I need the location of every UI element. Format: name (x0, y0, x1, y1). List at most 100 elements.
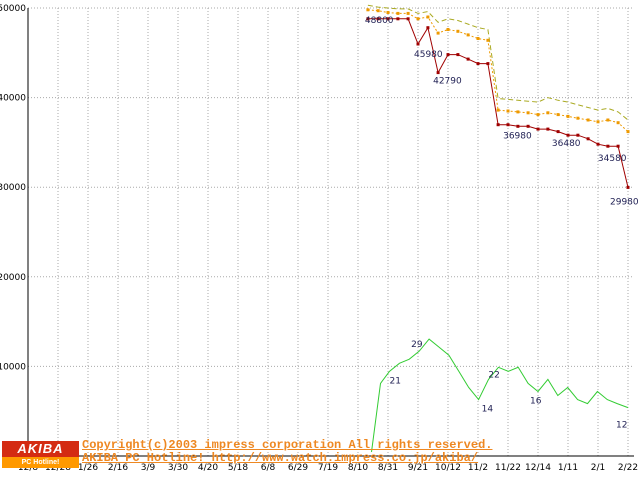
x-tick-label: 4/20 (198, 463, 218, 473)
series-average-price-marker (486, 38, 490, 42)
series-average-price-marker (606, 118, 610, 122)
x-tick-label: 12/8 (18, 463, 38, 473)
series-average-price-marker (516, 110, 520, 114)
series-average-price-marker (466, 33, 470, 37)
x-tick-label: 5/18 (228, 463, 248, 473)
x-tick-label: 2/22 (618, 463, 638, 473)
x-tick-label: 11/22 (495, 463, 521, 473)
series-lowest-price-marker (596, 142, 600, 146)
x-tick-label: 12/14 (525, 463, 551, 473)
series-lowest-price-marker (376, 17, 380, 21)
data-label: 36980 (503, 132, 532, 142)
data-label: 22 (488, 370, 499, 380)
series-lowest-price-line (367, 18, 629, 188)
data-label: 48800 (365, 16, 394, 26)
series-lowest-price-marker (476, 62, 480, 66)
x-tick-label: 8/10 (348, 463, 368, 473)
series-lowest-price-marker (366, 17, 370, 21)
series-average-price-marker (506, 109, 510, 113)
x-tick-label: 1/11 (558, 463, 578, 473)
series-lowest-price-marker (626, 185, 630, 189)
x-tick-label: 6/29 (288, 463, 308, 473)
series-average-price-marker (366, 8, 370, 12)
x-tick-label: 12/28 (45, 463, 71, 473)
series-average-price-line (367, 9, 629, 132)
x-tick-label: 10/12 (435, 463, 461, 473)
series-average-price-marker (426, 15, 430, 19)
series-highest-price-line (367, 4, 629, 121)
akiba-logo-title: AKIBA (2, 441, 79, 457)
series-average-price-marker (566, 114, 570, 118)
y-tick-label: 50000 (0, 4, 26, 14)
data-label: 29980 (610, 197, 639, 207)
data-label: 42790 (433, 77, 462, 87)
series-lowest-price-marker (536, 127, 540, 131)
series-lowest-price-marker (436, 71, 440, 75)
series-lowest-price-marker (426, 26, 430, 30)
series-average-price-marker (446, 28, 450, 31)
series-average-price-marker (626, 130, 630, 134)
footer-credits: Copyright(c)2003 impress corporation All… (82, 439, 492, 465)
series-lowest-price-marker (466, 57, 470, 61)
series-average-price-marker (476, 37, 480, 40)
series-average-price-marker (496, 108, 500, 112)
data-label: 29 (411, 340, 423, 350)
series-lowest-price-marker (556, 130, 560, 134)
series-average-price-marker (616, 121, 620, 125)
y-tick-label: 20000 (0, 273, 26, 283)
x-tick-label: 9/21 (408, 463, 428, 473)
x-tick-label: 11/2 (468, 463, 488, 473)
series-lowest-price-marker (486, 62, 490, 66)
y-tick-label: 10000 (0, 362, 26, 372)
series-lowest-price-marker (576, 133, 580, 137)
y-tick-label: 30000 (0, 183, 26, 193)
series-shop-count-line (371, 338, 629, 453)
x-tick-label: 7/19 (318, 463, 338, 473)
data-label: 16 (530, 397, 542, 407)
series-average-price-marker (546, 111, 550, 115)
series-average-price-marker (386, 11, 390, 14)
akiba-logo-subtitle: PC Hotline! (2, 457, 79, 468)
series-lowest-price-marker (516, 124, 520, 128)
series-lowest-price-marker (386, 17, 390, 21)
data-label: 36480 (552, 139, 581, 149)
y-tick-label: 40000 (0, 94, 26, 104)
x-tick-label: 3/30 (168, 463, 188, 473)
x-tick-label: 8/31 (378, 463, 398, 473)
series-lowest-price-marker (566, 133, 570, 137)
series-average-price-marker (526, 111, 530, 115)
series-lowest-price-marker (546, 127, 550, 131)
series-lowest-price-marker (586, 137, 590, 141)
series-lowest-price-marker (416, 42, 420, 46)
data-label: 14 (482, 405, 494, 415)
series-average-price-marker (586, 118, 590, 122)
data-label: 34580 (598, 154, 627, 164)
series-average-price-marker (576, 116, 580, 120)
series-average-price-marker (596, 120, 600, 124)
x-tick-label: 2/1 (591, 463, 605, 473)
data-label: 12 (616, 421, 627, 431)
x-tick-label: 6/8 (261, 463, 276, 473)
series-average-price-marker (456, 29, 460, 33)
series-average-price-marker (396, 11, 400, 15)
series-average-price-marker (436, 31, 440, 35)
site-url-text: AKIBA PC Hotline! http://www.watch.impre… (82, 451, 479, 465)
akiba-logo: AKIBA PC Hotline! (2, 441, 79, 468)
series-lowest-price-marker (526, 124, 530, 128)
series-lowest-price-marker (606, 144, 610, 148)
series-average-price-marker (556, 113, 560, 117)
data-label: 45980 (414, 50, 443, 60)
series-lowest-price-marker (496, 123, 500, 127)
series-average-price-marker (406, 11, 410, 15)
series-lowest-price-marker (506, 123, 510, 127)
x-tick-label: 1/26 (78, 463, 98, 473)
data-label: 21 (390, 376, 401, 386)
series-lowest-price-marker (456, 53, 460, 57)
series-lowest-price-marker (406, 17, 410, 21)
series-lowest-price-marker (396, 17, 400, 21)
x-tick-label: 3/9 (141, 463, 156, 473)
series-average-price-marker (416, 17, 420, 21)
